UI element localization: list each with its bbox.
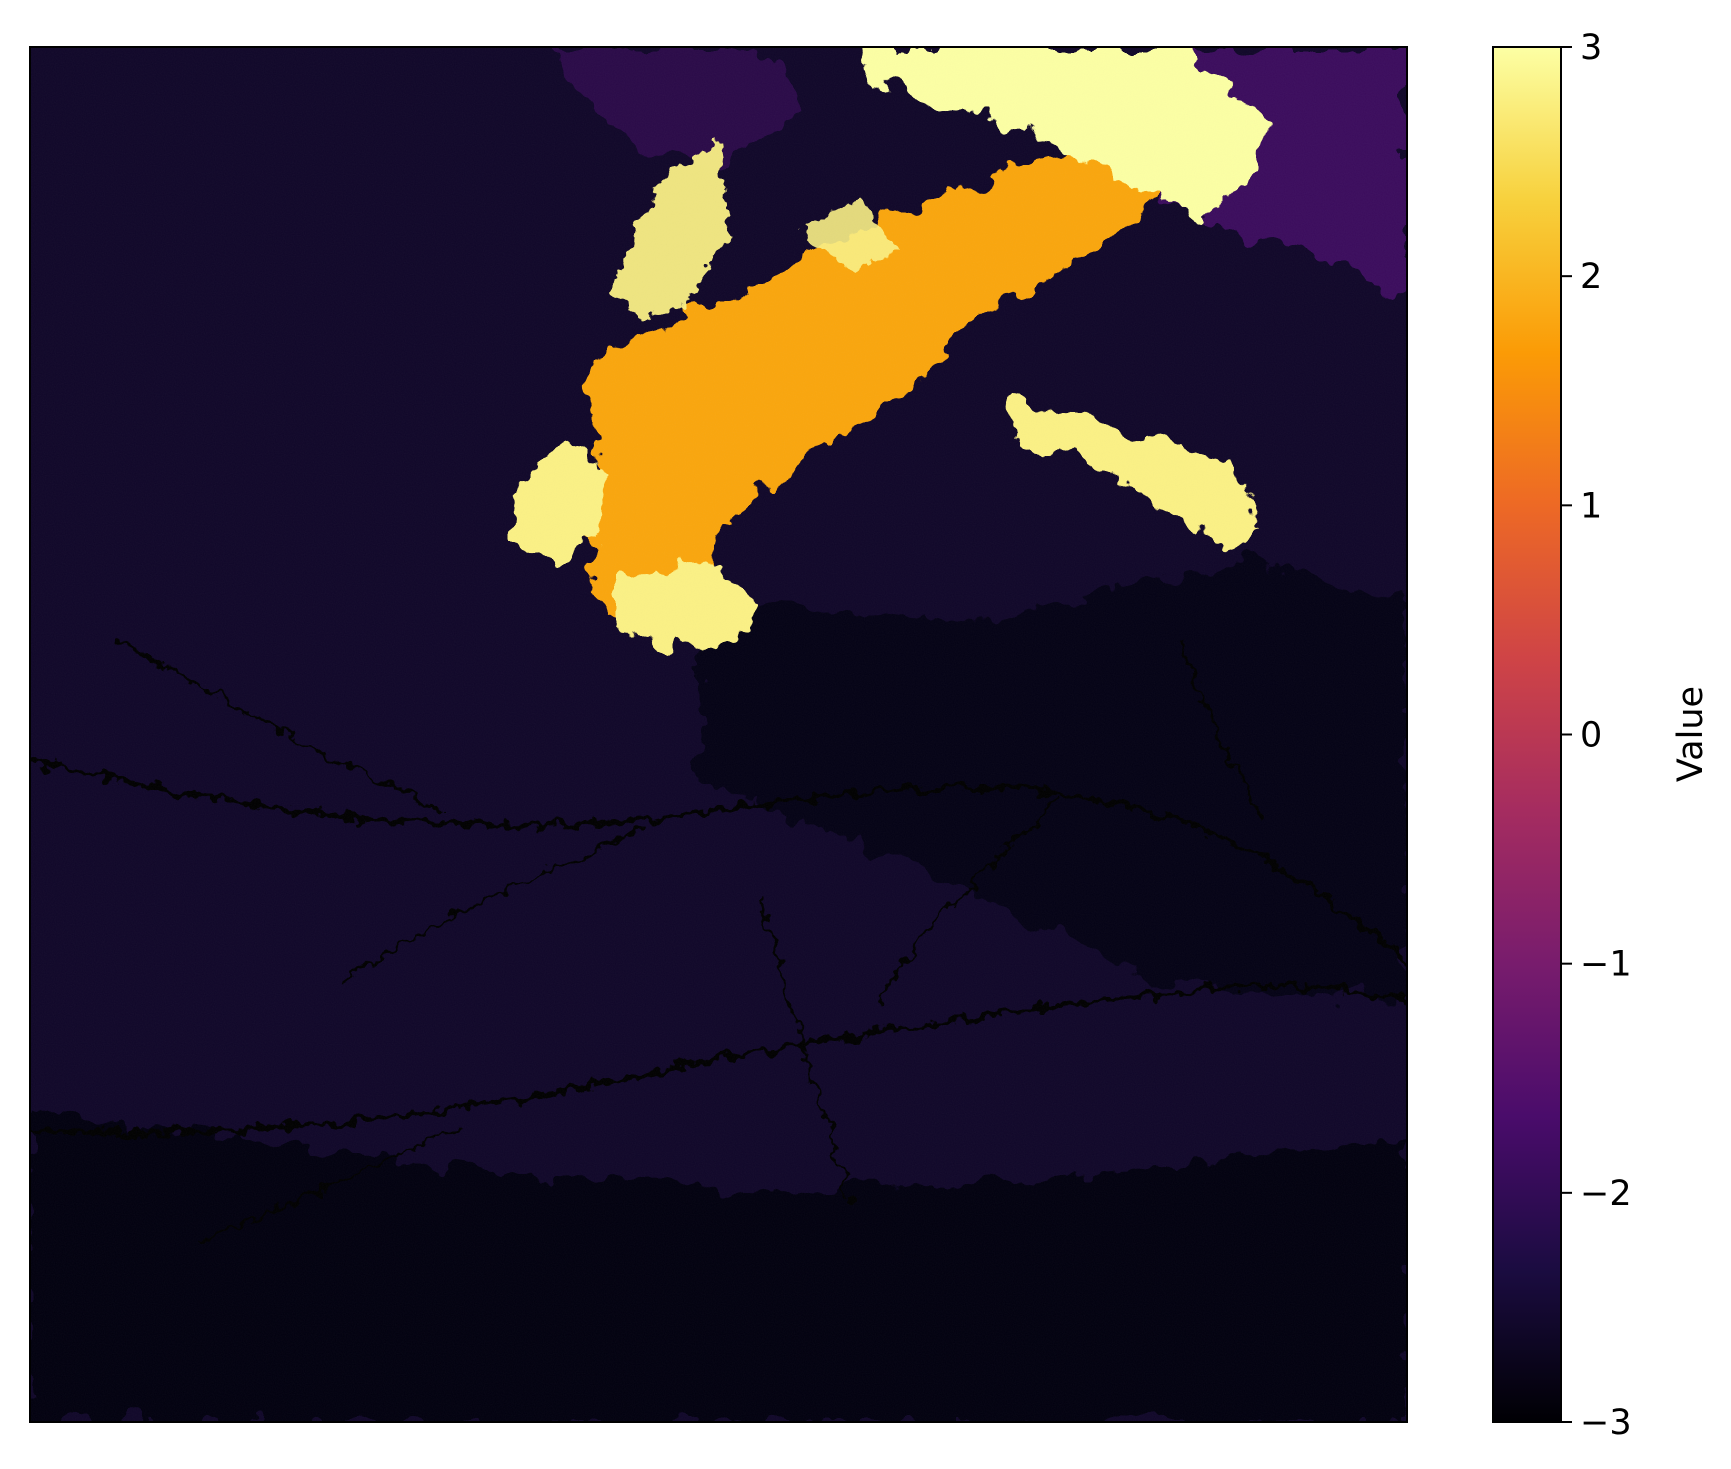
colorbar-strip — [1493, 47, 1561, 1422]
colorbar-tick-label: 0 — [1580, 716, 1602, 756]
colorbar-tick-label: 2 — [1580, 257, 1602, 297]
colorbar-label: Value — [1671, 686, 1711, 782]
colorbar-tick-label: −1 — [1580, 945, 1632, 985]
colorbar: −3 −2 −1 0 1 2 3 Value — [1492, 28, 1711, 1443]
colorbar-tick-label: −3 — [1580, 1403, 1632, 1443]
plot-frame — [29, 46, 1408, 1423]
colorbar-ticks: −3 −2 −1 0 1 2 3 — [1561, 28, 1632, 1443]
heatmap-image — [30, 47, 1407, 1422]
colorbar-tick-label: 3 — [1580, 28, 1602, 68]
colorbar-tick-label: −2 — [1580, 1174, 1632, 1214]
heatmap-grain — [30, 47, 1407, 1422]
colorbar-tick-label: 1 — [1580, 486, 1602, 526]
